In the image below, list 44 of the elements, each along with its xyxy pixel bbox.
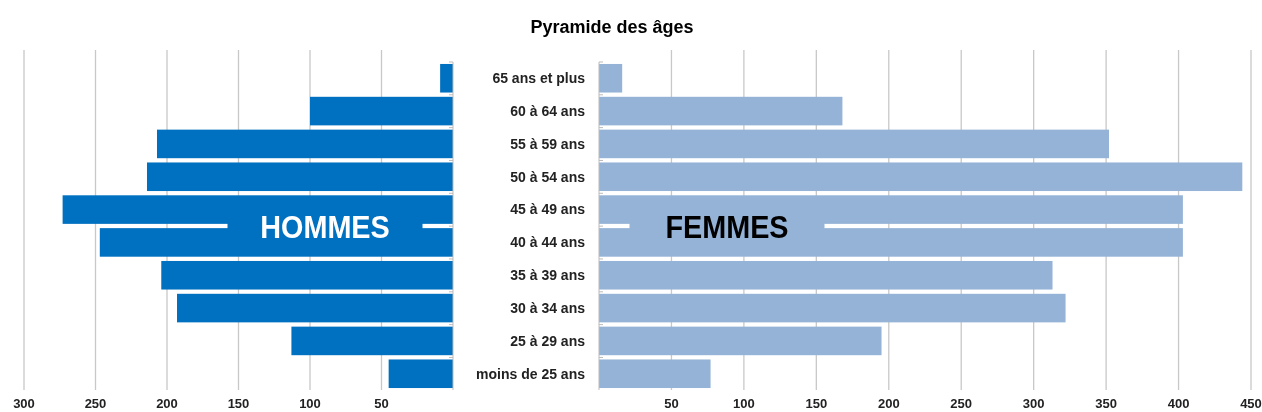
y-tick-label: 65 ans et plus xyxy=(492,70,586,87)
x-tick-label: 100 xyxy=(733,396,755,411)
y-tick-label: 30 à 34 ans xyxy=(510,299,586,316)
y-tick-label: 25 à 29 ans xyxy=(510,332,586,349)
y-tick-label: 55 à 59 ans xyxy=(510,135,586,152)
x-tick-label: 450 xyxy=(1240,396,1262,411)
y-tick-label: moins de 25 ans xyxy=(476,365,586,382)
series-label: HOMMES xyxy=(260,208,390,244)
bar xyxy=(599,326,882,356)
bar xyxy=(146,162,453,192)
x-tick-label: 50 xyxy=(664,396,679,411)
y-tick-label: 45 à 49 ans xyxy=(510,201,586,218)
bar xyxy=(599,359,711,389)
bar xyxy=(440,63,453,93)
x-tick-label: 200 xyxy=(156,396,178,411)
x-tick-label: 150 xyxy=(227,396,250,411)
x-tick-label: 350 xyxy=(1095,396,1117,411)
bar xyxy=(177,293,453,323)
bar xyxy=(599,96,843,126)
bar xyxy=(599,260,1053,290)
bar xyxy=(599,293,1066,323)
bar xyxy=(388,359,453,389)
bar xyxy=(599,63,623,93)
x-tick-label: 150 xyxy=(805,396,828,411)
bar xyxy=(161,260,453,290)
bar xyxy=(156,129,453,159)
x-tick-label: 300 xyxy=(13,396,35,411)
x-tick-label: 400 xyxy=(1167,396,1190,411)
chart-title: Pyramide des âges xyxy=(530,17,694,37)
x-tick-label: 200 xyxy=(877,396,900,411)
y-tick-label: 60 à 64 ans xyxy=(510,102,586,119)
y-tick-label: 40 à 44 ans xyxy=(510,234,586,251)
y-tick-label: 50 à 54 ans xyxy=(510,168,586,185)
x-tick-label: 250 xyxy=(950,396,973,411)
bar xyxy=(310,96,453,126)
series-label: FEMMES xyxy=(665,208,789,244)
x-tick-label: 100 xyxy=(299,396,321,411)
bar xyxy=(599,162,1243,192)
y-tick-label: 35 à 39 ans xyxy=(510,267,586,284)
bar xyxy=(599,129,1110,159)
x-tick-label: 300 xyxy=(1022,396,1045,411)
x-tick-label: 50 xyxy=(374,396,389,411)
bar xyxy=(291,326,453,356)
x-tick-label: 250 xyxy=(84,396,107,411)
